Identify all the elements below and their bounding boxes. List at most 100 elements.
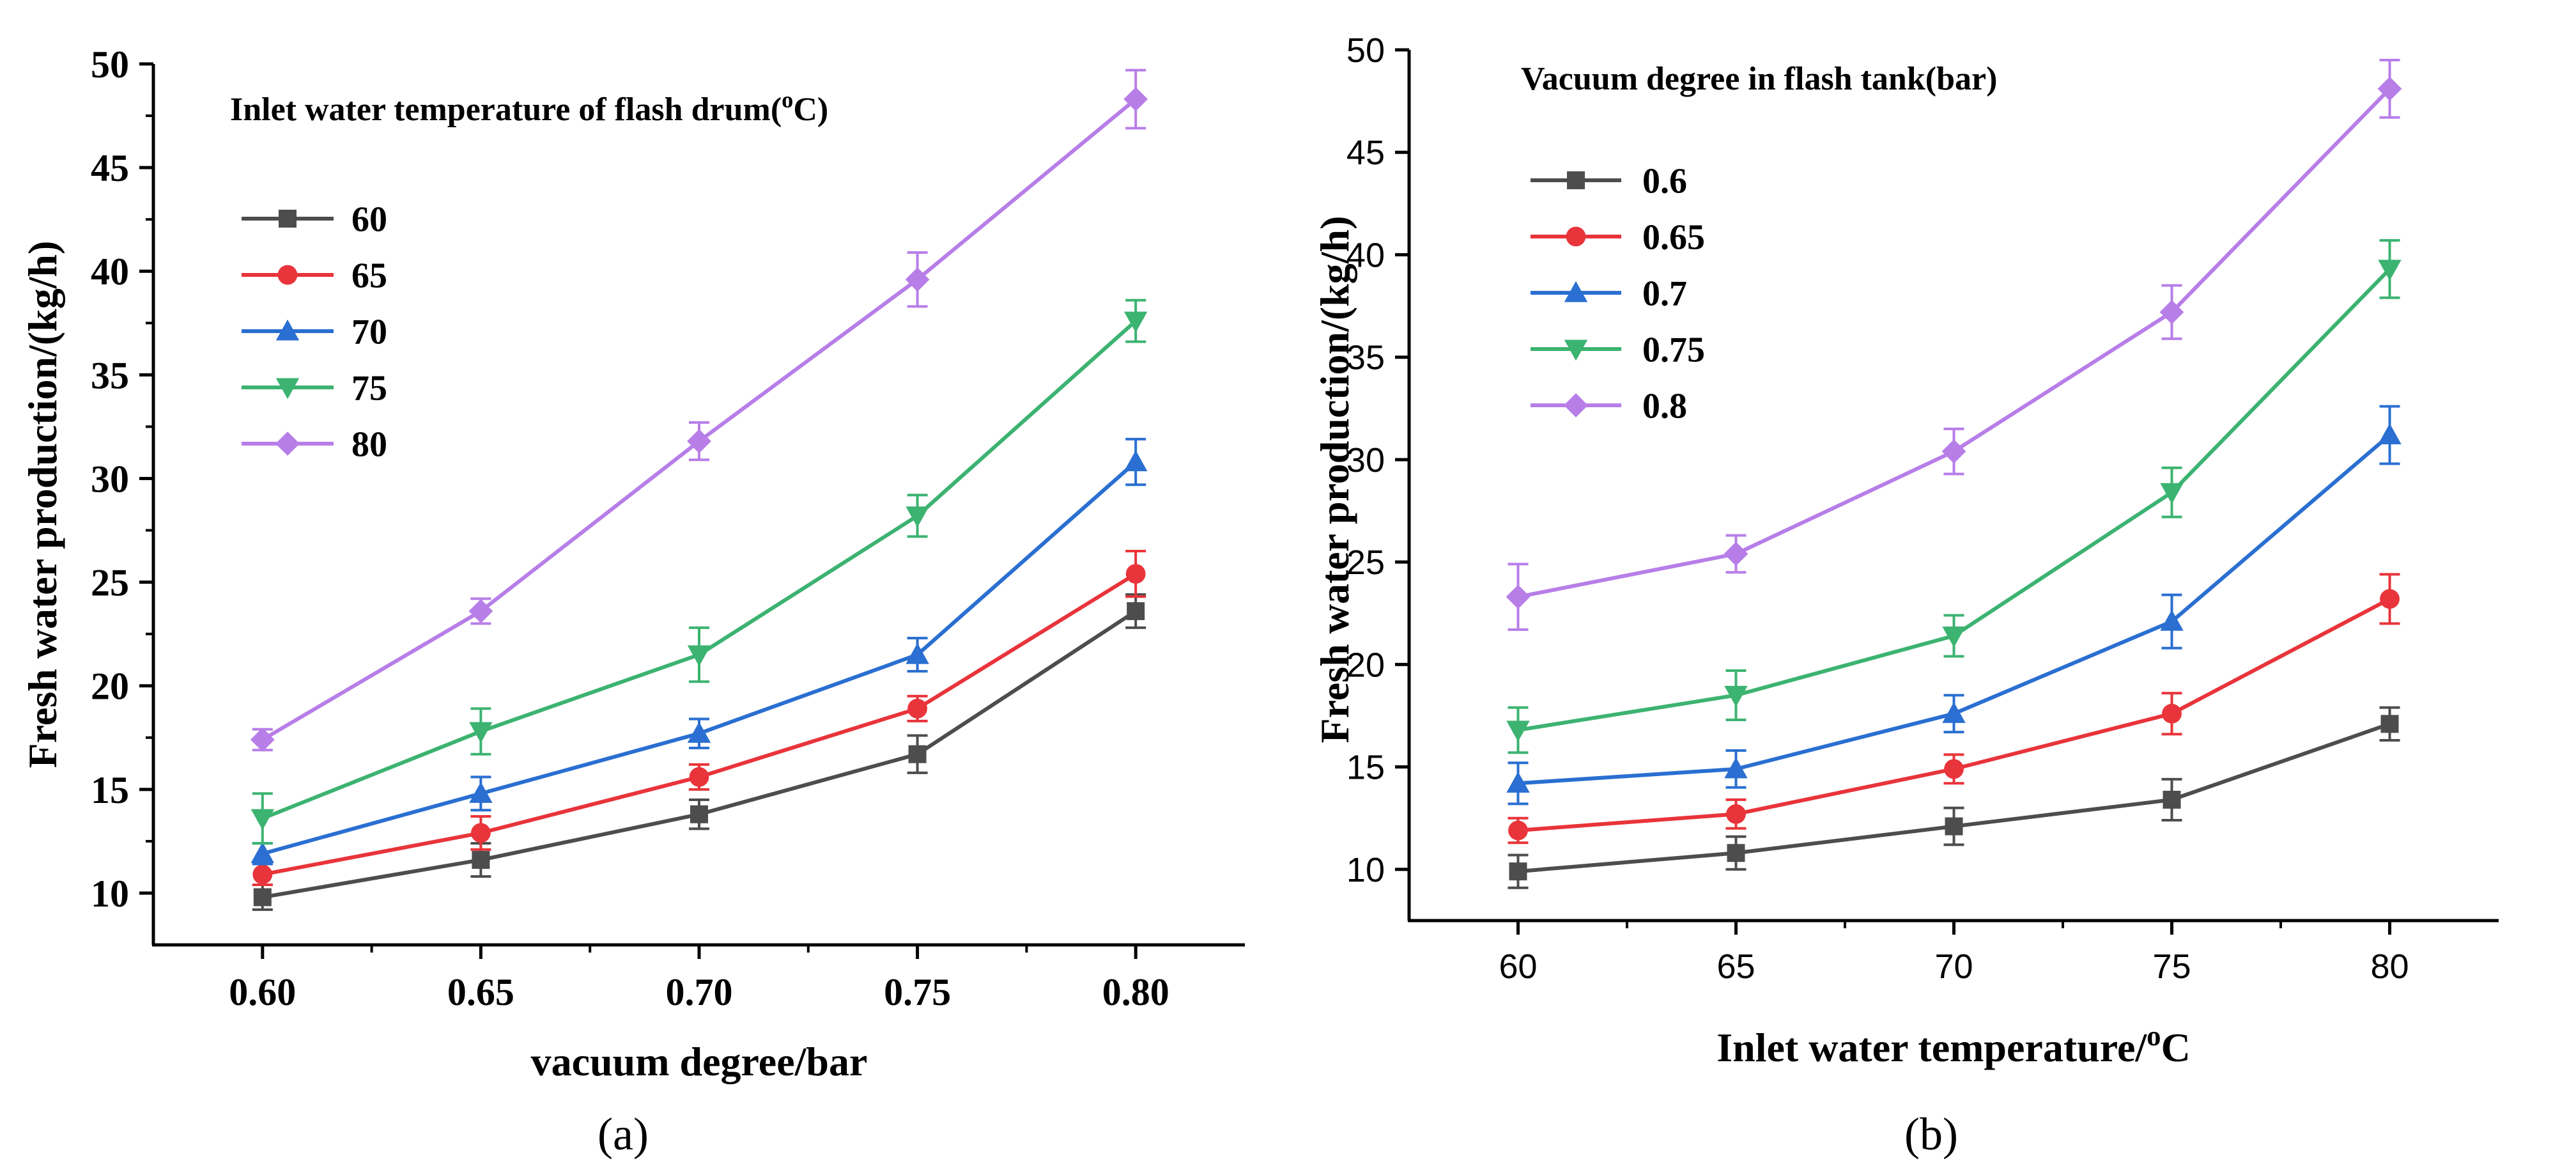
- panel-label: (b): [1904, 1109, 1958, 1160]
- legend-marker: [275, 378, 300, 400]
- legend-item: 80: [242, 425, 387, 465]
- data-point: [906, 506, 929, 528]
- x-tick-label: 0.70: [666, 971, 733, 1013]
- data-point: [1945, 817, 1963, 836]
- y-axis-label: Fresh water production/(kg/h): [1312, 216, 1357, 744]
- data-point: [2380, 589, 2400, 609]
- y-tick-label: 20: [91, 666, 129, 708]
- legend-label: 0.6: [1642, 162, 1687, 201]
- legend-label: 0.65: [1642, 218, 1705, 258]
- y-tick-label: 20: [1346, 646, 1385, 684]
- series-0-7: [1506, 405, 2402, 806]
- series-75: [251, 299, 1148, 845]
- data-point: [2162, 703, 2182, 724]
- data-point: [1941, 439, 1966, 464]
- data-point: [1124, 450, 1148, 472]
- data-point: [1506, 584, 1531, 609]
- data-point: [1123, 87, 1148, 112]
- data-point: [2378, 423, 2402, 445]
- data-point: [2377, 76, 2402, 101]
- y-tick-label: 50: [1346, 31, 1385, 70]
- legend-marker: [277, 265, 298, 285]
- y-tick-label: 50: [91, 43, 129, 86]
- legend-item: 60: [242, 200, 387, 240]
- y-tick-label: 45: [91, 147, 129, 189]
- legend-title: Vacuum degree in flash tank(bar): [1521, 61, 1997, 97]
- x-tick-label: 0.60: [229, 971, 296, 1013]
- data-point: [1506, 772, 1530, 793]
- legend-label: 75: [351, 369, 387, 409]
- data-point: [469, 782, 493, 803]
- panel-label: (a): [598, 1109, 649, 1160]
- data-point: [1125, 564, 1146, 584]
- y-tick-label: 10: [91, 873, 129, 915]
- x-tick-label: 0.65: [447, 971, 514, 1013]
- series-60: [252, 593, 1146, 911]
- data-point: [1726, 804, 1746, 824]
- series-0-8: [1506, 59, 2402, 631]
- series-80: [250, 68, 1148, 752]
- data-point: [1727, 844, 1745, 862]
- legend-label: 0.8: [1642, 387, 1687, 426]
- y-tick-label: 25: [1346, 543, 1385, 582]
- x-tick-label: 0.75: [884, 971, 951, 1013]
- data-point: [690, 805, 708, 823]
- legend-item: 65: [242, 256, 387, 296]
- y-tick-label: 25: [91, 562, 129, 604]
- series-0-6: [1508, 706, 2400, 889]
- data-point: [251, 809, 274, 830]
- series-0-65: [1508, 573, 2400, 845]
- data-point: [689, 767, 709, 787]
- data-point: [472, 851, 490, 869]
- x-tick-label: 70: [1934, 947, 1973, 986]
- data-point: [1508, 820, 1528, 841]
- legend-marker: [1564, 393, 1588, 417]
- legend-item: 75: [242, 369, 387, 409]
- y-tick-label: 10: [1346, 851, 1385, 889]
- legend-marker: [1566, 226, 1586, 247]
- legend-label: 0.7: [1642, 274, 1687, 314]
- y-tick-label: 15: [1346, 749, 1385, 787]
- legend-item: 0.6: [1531, 162, 1687, 201]
- y-tick-label: 40: [1346, 236, 1385, 274]
- data-point: [469, 722, 493, 744]
- data-point: [252, 864, 273, 885]
- legend-item: 0.7: [1531, 274, 1687, 314]
- data-point: [253, 888, 272, 907]
- legend-item: 0.65: [1531, 218, 1705, 258]
- y-tick-label: 35: [1346, 339, 1385, 377]
- legend-label: 60: [351, 200, 387, 240]
- legend-label: 0.75: [1642, 331, 1705, 370]
- legend-marker: [1567, 171, 1585, 189]
- chart-b: 10 15 20 25 30 35 40 45 50 60 65 70 75 80 Inlet water …: [1312, 31, 2499, 1160]
- data-point: [2380, 715, 2399, 733]
- legend-label: 70: [351, 313, 387, 352]
- x-axis-label: Inlet water temperature/oC: [1716, 1020, 2191, 1070]
- data-point: [471, 823, 491, 843]
- x-tick-label: 65: [1716, 947, 1755, 986]
- data-point: [905, 267, 930, 292]
- x-tick-label: 0.80: [1102, 971, 1169, 1013]
- y-tick-label: 45: [1346, 134, 1385, 172]
- data-point: [687, 645, 711, 667]
- x-axis-label: vacuum degree/bar: [531, 1039, 868, 1084]
- y-tick-label: 30: [91, 458, 129, 500]
- data-point: [687, 429, 711, 454]
- data-point: [1942, 702, 1966, 723]
- data-point: [907, 698, 927, 719]
- data-point: [468, 599, 493, 623]
- legend-item: 0.8: [1531, 387, 1687, 426]
- data-point: [251, 842, 274, 863]
- legend-title: Inlet water temperature of flash drum(oC…: [230, 87, 828, 128]
- x-tick-label: 60: [1499, 947, 1537, 986]
- data-point: [1724, 685, 1748, 707]
- legend-marker: [275, 319, 300, 341]
- legend-marker: [1564, 339, 1588, 361]
- y-tick-label: 15: [91, 769, 129, 811]
- legend-marker: [275, 432, 300, 456]
- y-tick-label: 40: [91, 251, 129, 293]
- x-tick-label: 75: [2152, 947, 2191, 986]
- legend-marker: [1564, 281, 1588, 302]
- series-65: [252, 549, 1146, 886]
